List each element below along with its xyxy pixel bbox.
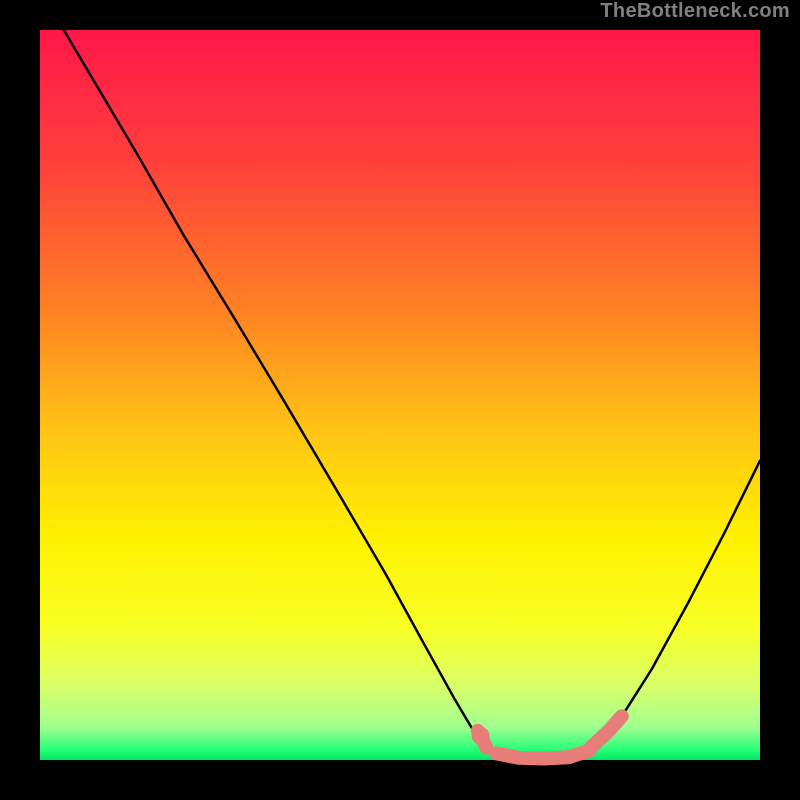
- chart-root: TheBottleneck.com: [0, 0, 800, 800]
- watermark-text: TheBottleneck.com: [600, 0, 790, 23]
- highlight-dot: [472, 727, 490, 745]
- highlight-segment-1: [496, 751, 589, 759]
- plot-background: [40, 30, 760, 760]
- bottleneck-chart-svg: [0, 0, 800, 800]
